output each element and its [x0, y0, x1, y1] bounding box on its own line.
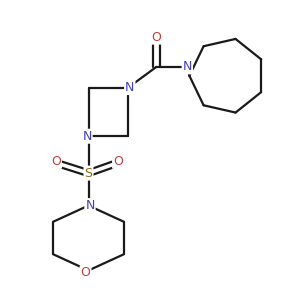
Text: N: N — [125, 81, 135, 94]
Text: N: N — [85, 199, 95, 212]
Text: N: N — [183, 60, 192, 73]
Text: O: O — [81, 266, 91, 279]
Text: O: O — [113, 155, 123, 168]
Text: O: O — [51, 155, 61, 168]
Text: N: N — [82, 130, 92, 143]
Text: S: S — [84, 167, 93, 180]
Text: O: O — [151, 30, 161, 44]
